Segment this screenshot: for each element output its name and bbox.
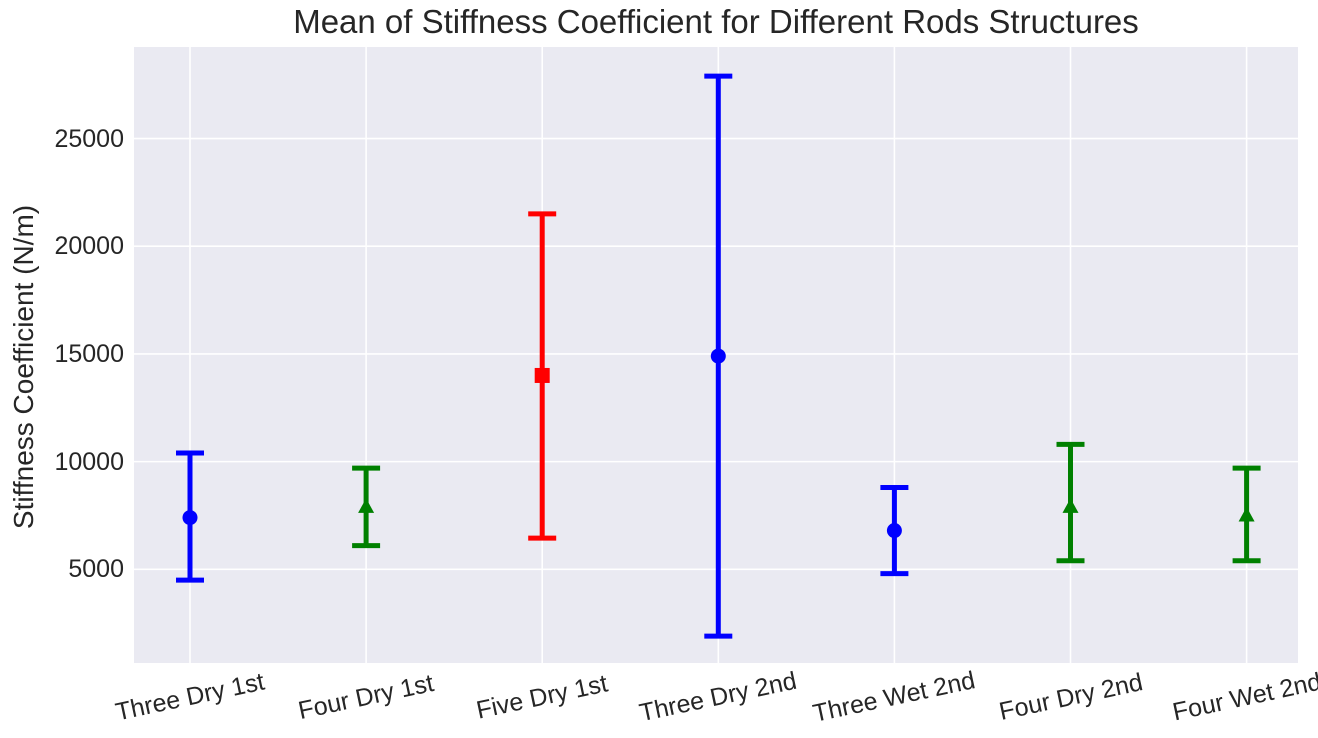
x-tick-label: Three Wet 2nd (810, 666, 978, 728)
mean-marker-triangle (1238, 506, 1255, 522)
mean-marker-triangle (358, 498, 375, 513)
mean-marker-triangle (1062, 498, 1079, 513)
mean-marker-square (534, 367, 550, 383)
x-tick-label: Four Dry 1st (295, 669, 437, 725)
mean-marker-circle (886, 523, 902, 539)
y-tick-label: 5000 (68, 555, 124, 584)
x-tick-label: Four Dry 2nd (996, 668, 1145, 726)
chart-title: Mean of Stiffness Coefficient for Differ… (293, 3, 1139, 40)
x-tick-label: Five Dry 1st (474, 669, 611, 725)
y-tick-label: 15000 (54, 339, 124, 368)
y-tick-label: 25000 (54, 124, 124, 153)
y-tick-label: 10000 (54, 447, 124, 476)
x-tick-label: Three Dry 2nd (637, 666, 800, 728)
x-tick-label: Three Dry 1st (113, 667, 267, 727)
mean-marker-circle (710, 348, 726, 364)
mean-marker-circle (182, 510, 198, 526)
x-tick-label: Four Wet 2nd (1169, 667, 1318, 727)
plot-canvas (134, 47, 1298, 663)
y-tick-label: 20000 (54, 232, 124, 261)
plot-area (134, 47, 1298, 663)
